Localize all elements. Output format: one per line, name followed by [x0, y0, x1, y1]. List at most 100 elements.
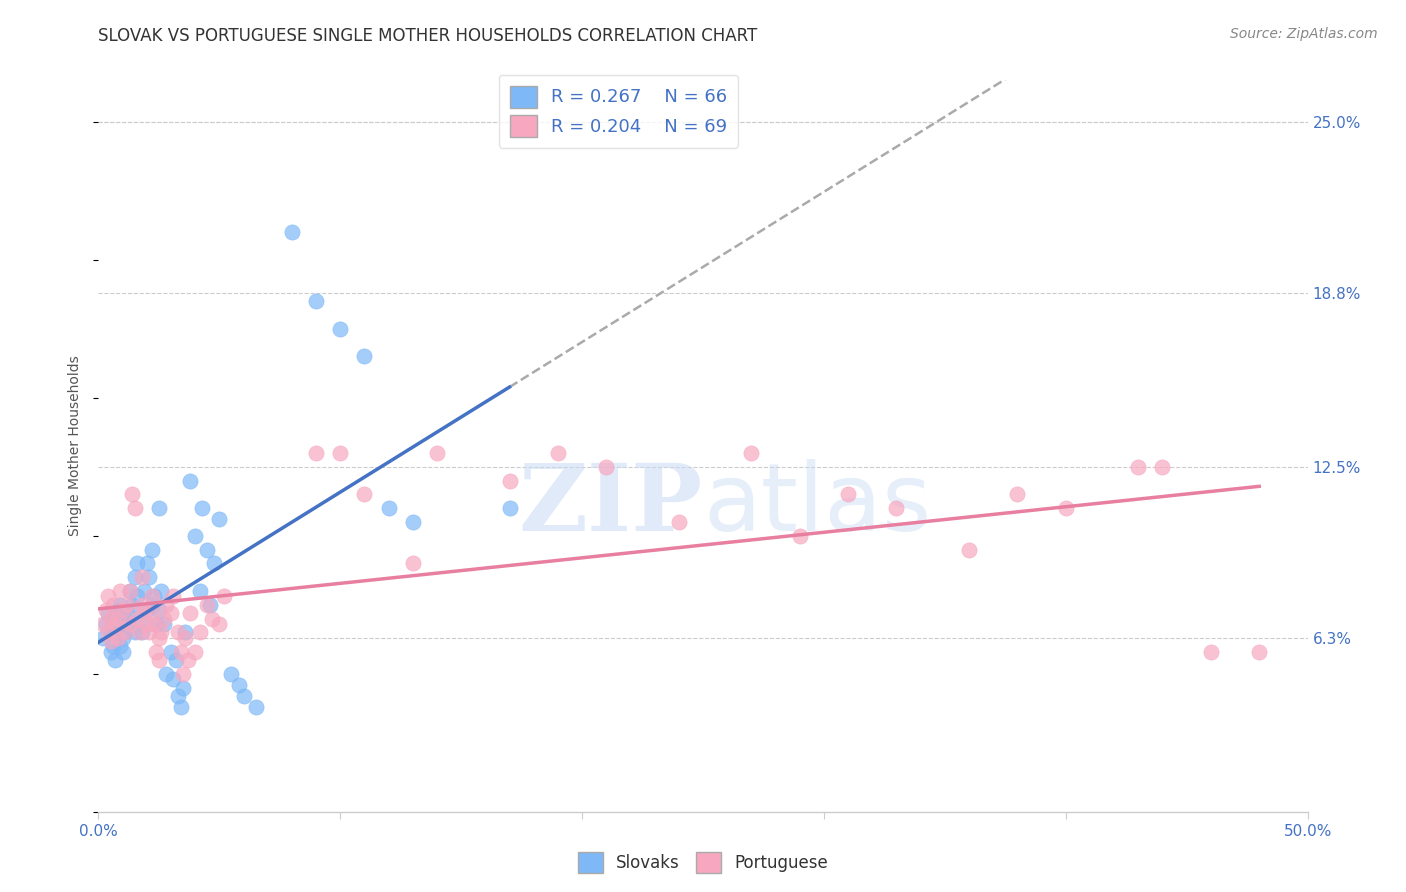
Point — [100, 611, 122, 625]
Point — [111, 631, 134, 645]
Point — [162, 590, 184, 604]
Point — [101, 639, 124, 653]
Point — [155, 666, 177, 681]
Point — [184, 645, 207, 659]
Point — [97, 606, 120, 620]
Point — [108, 639, 131, 653]
Point — [128, 625, 150, 640]
Point — [127, 590, 149, 604]
Point — [101, 598, 124, 612]
Point — [245, 699, 267, 714]
Legend: R = 0.267    N = 66, R = 0.204    N = 69: R = 0.267 N = 66, R = 0.204 N = 69 — [499, 75, 738, 147]
Point — [141, 590, 163, 604]
Point — [117, 598, 139, 612]
Point — [121, 487, 143, 501]
Point — [174, 631, 197, 645]
Point — [155, 598, 177, 612]
Point — [957, 542, 980, 557]
Point — [1054, 501, 1077, 516]
Point — [117, 606, 139, 620]
Point — [204, 557, 226, 571]
Point — [138, 625, 160, 640]
Point — [108, 598, 131, 612]
Point — [104, 617, 127, 632]
Point — [150, 583, 173, 598]
Point — [169, 645, 191, 659]
Point — [124, 570, 146, 584]
Point — [141, 542, 163, 557]
Point — [191, 501, 214, 516]
Point — [886, 501, 908, 516]
Point — [152, 611, 174, 625]
Point — [281, 225, 304, 239]
Point — [148, 501, 170, 516]
Point — [547, 446, 569, 460]
Point — [134, 603, 156, 617]
Point — [138, 570, 160, 584]
Point — [179, 474, 201, 488]
Point — [91, 631, 114, 645]
Point — [177, 653, 200, 667]
Point — [195, 542, 218, 557]
Point — [107, 617, 129, 632]
Point — [118, 617, 141, 632]
Point — [740, 446, 762, 460]
Point — [104, 625, 127, 640]
Point — [329, 446, 352, 460]
Point — [1199, 645, 1222, 659]
Point — [134, 583, 156, 598]
Point — [141, 606, 163, 620]
Point — [131, 570, 153, 584]
Point — [305, 446, 328, 460]
Point — [108, 583, 131, 598]
Point — [131, 598, 153, 612]
Point — [145, 617, 167, 632]
Point — [104, 653, 127, 667]
Point — [135, 603, 157, 617]
Text: atlas: atlas — [703, 458, 931, 550]
Legend: Slovaks, Portuguese: Slovaks, Portuguese — [571, 846, 835, 880]
Point — [91, 617, 114, 632]
Point — [135, 617, 157, 632]
Point — [148, 603, 170, 617]
Point — [232, 689, 254, 703]
Text: SLOVAK VS PORTUGUESE SINGLE MOTHER HOUSEHOLDS CORRELATION CHART: SLOVAK VS PORTUGUESE SINGLE MOTHER HOUSE… — [98, 27, 758, 45]
Point — [353, 487, 375, 501]
Point — [145, 645, 167, 659]
Point — [107, 603, 129, 617]
Point — [97, 625, 120, 640]
Point — [498, 501, 520, 516]
Point — [100, 645, 122, 659]
Point — [94, 617, 117, 632]
Point — [150, 625, 173, 640]
Point — [188, 583, 211, 598]
Point — [172, 681, 194, 695]
Point — [329, 321, 352, 335]
Point — [97, 590, 120, 604]
Text: Source: ZipAtlas.com: Source: ZipAtlas.com — [1230, 27, 1378, 41]
Point — [101, 611, 124, 625]
Point — [305, 294, 328, 309]
Point — [124, 501, 146, 516]
Point — [184, 529, 207, 543]
Point — [377, 501, 399, 516]
Y-axis label: Single Mother Households: Single Mother Households — [69, 356, 83, 536]
Point — [114, 611, 136, 625]
Point — [179, 606, 201, 620]
Point — [167, 625, 190, 640]
Point — [221, 666, 243, 681]
Point — [107, 631, 129, 645]
Point — [208, 617, 231, 632]
Point — [426, 446, 449, 460]
Point — [118, 583, 141, 598]
Point — [143, 617, 166, 632]
Point — [162, 672, 184, 686]
Point — [165, 653, 187, 667]
Point — [100, 633, 122, 648]
Point — [107, 611, 129, 625]
Point — [94, 603, 117, 617]
Point — [152, 617, 174, 632]
Point — [837, 487, 859, 501]
Point — [201, 611, 224, 625]
Point — [124, 625, 146, 640]
